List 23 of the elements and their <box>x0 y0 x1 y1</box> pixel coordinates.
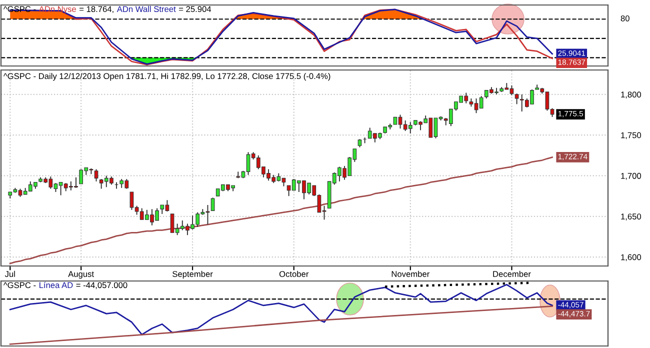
annotation: = 25.904 <box>179 6 212 12</box>
y-tick-label: 1,600 <box>621 254 642 262</box>
series-label: Línea AD <box>40 282 73 288</box>
candlestick <box>514 93 519 105</box>
y-tick-label: 1,750 <box>621 132 642 140</box>
x-tick-label: September <box>172 270 213 279</box>
x-tick-label: November <box>392 270 430 277</box>
annotation: = -44,057.000 <box>76 282 128 290</box>
line-series <box>9 156 553 264</box>
text: ADn Wall Street <box>116 6 176 12</box>
y-tick-label: 1,650 <box>621 214 642 220</box>
x-tick-label: December <box>493 270 531 277</box>
chart-title: ^GSPC - <box>3 282 36 288</box>
chart-title: ^GSPC - Daily 12/12/2013 Open 1781.71, Hi 1782.99, Lo 1772.28, Close 1775.5 (-0.4%) <box>3 72 330 81</box>
y-tick-label: 1,800 <box>621 92 642 98</box>
x-tick-label: Jul <box>4 270 15 277</box>
candlestick <box>94 168 98 182</box>
y-tick-label: 1,700 <box>621 172 642 180</box>
annotation: = 18.764, <box>80 6 114 14</box>
x-tick-label: August <box>68 271 94 279</box>
ref-line-label: 80 <box>620 15 630 22</box>
candlestick <box>210 197 215 212</box>
x-tick-label: October <box>279 270 309 277</box>
